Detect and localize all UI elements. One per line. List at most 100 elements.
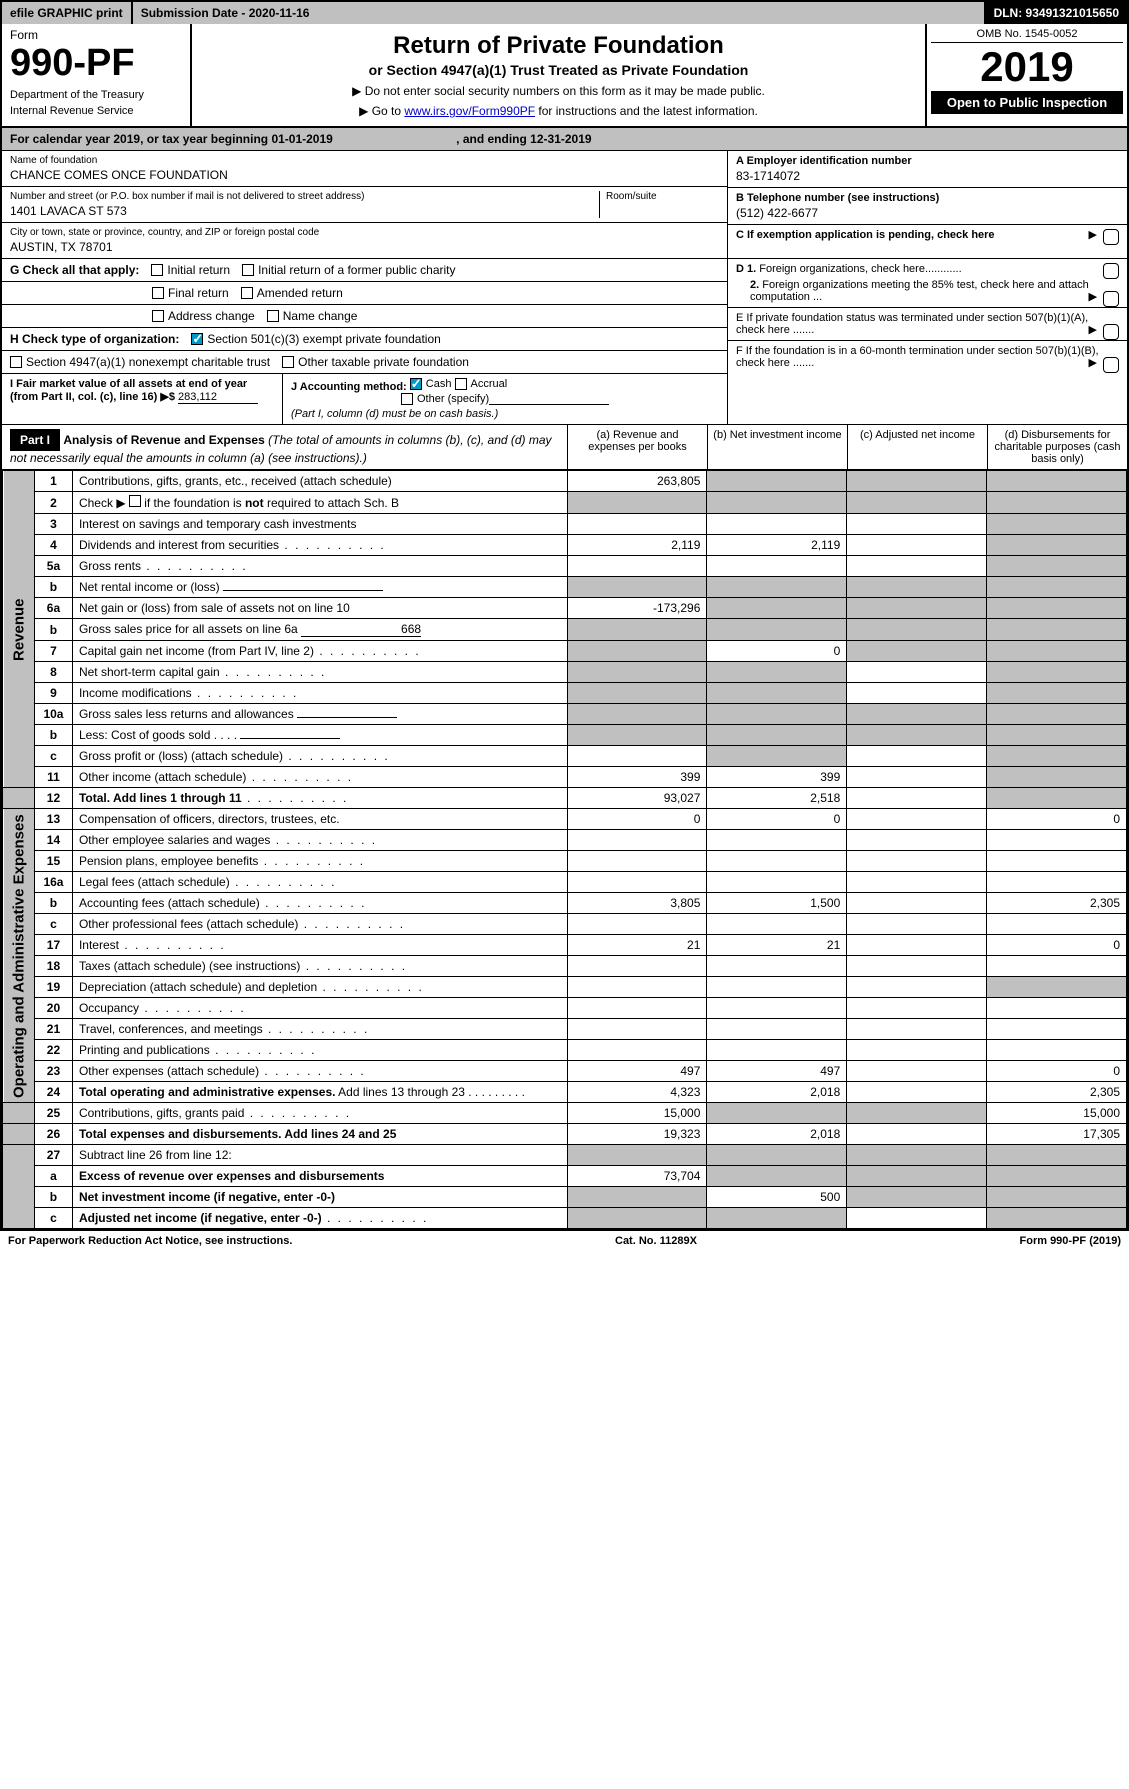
table-row: 21Travel, conferences, and meetings <box>3 1019 1127 1040</box>
open-public-label: Open to Public Inspection <box>931 91 1123 114</box>
table-row: 14Other employee salaries and wages <box>3 830 1127 851</box>
other-spec-line <box>489 404 609 405</box>
table-row: 27Subtract line 26 from line 12: <box>3 1145 1127 1166</box>
top-bar: efile GRAPHIC print Submission Date - 20… <box>2 2 1127 24</box>
j-box: J Accounting method: Cash Accrual Other … <box>282 374 727 424</box>
g-check-row-2: Final return Amended return <box>2 282 727 305</box>
d-section: D 1. D 1. Foreign organizations, check h… <box>728 259 1127 308</box>
calendar-year-row: For calendar year 2019, or tax year begi… <box>2 128 1127 151</box>
phone-row: B Telephone number (see instructions) (5… <box>728 188 1127 225</box>
table-row: cAdjusted net income (if negative, enter… <box>3 1208 1127 1229</box>
i-box: I Fair market value of all assets at end… <box>2 374 282 424</box>
c-label: C If exemption application is pending, c… <box>736 229 995 241</box>
omb-number: OMB No. 1545-0052 <box>931 28 1123 43</box>
f-section: F If the foundation is in a 60-month ter… <box>728 341 1127 373</box>
part1-header-row: Part I Analysis of Revenue and Expenses … <box>2 425 1127 470</box>
j-label: J Accounting method: <box>291 381 407 393</box>
form-subtitle: or Section 4947(a)(1) Trust Treated as P… <box>200 62 917 78</box>
entity-info-grid: Name of foundation CHANCE COMES ONCE FOU… <box>2 151 1127 259</box>
checkbox-f[interactable] <box>1103 357 1119 373</box>
foundation-name: CHANCE COMES ONCE FOUNDATION <box>10 168 719 182</box>
expenses-side-label: Operating and Administrative Expenses <box>3 809 35 1103</box>
table-row: 18Taxes (attach schedule) (see instructi… <box>3 956 1127 977</box>
cal-year-end: , and ending 12-31-2019 <box>456 132 591 146</box>
table-row: 22Printing and publications <box>3 1040 1127 1061</box>
dept-text: Department of the Treasury <box>10 89 182 101</box>
room-label: Room/suite <box>606 191 719 202</box>
chk-501c3[interactable]: Section 501(c)(3) exempt private foundat… <box>191 332 440 346</box>
checkbox-c[interactable] <box>1103 229 1119 245</box>
part1-title: Analysis of Revenue and Expenses <box>63 433 264 447</box>
table-row: bNet rental income or (loss) <box>3 577 1127 598</box>
revenue-expense-table: Revenue 1Contributions, gifts, grants, e… <box>2 470 1127 1229</box>
year-box: OMB No. 1545-0052 2019 Open to Public In… <box>927 24 1127 126</box>
table-row: 4Dividends and interest from securities2… <box>3 535 1127 556</box>
chk-addr-change[interactable]: Address change <box>152 309 255 323</box>
dln-number: DLN: 93491321015650 <box>986 2 1127 24</box>
footer-row: For Paperwork Reduction Act Notice, see … <box>0 1231 1129 1251</box>
chk-initial[interactable]: Initial return <box>151 263 230 277</box>
irs-text: Internal Revenue Service <box>10 105 182 117</box>
revenue-side-label: Revenue <box>3 471 35 788</box>
table-row: 10aGross sales less returns and allowanc… <box>3 704 1127 725</box>
form-title: Return of Private Foundation <box>200 32 917 60</box>
table-row: 16aLegal fees (attach schedule) <box>3 872 1127 893</box>
table-row: 3Interest on savings and temporary cash … <box>3 514 1127 535</box>
table-row: 7Capital gain net income (from Part IV, … <box>3 641 1127 662</box>
form-number: 990-PF <box>10 42 182 85</box>
checkbox-d1[interactable] <box>1103 263 1119 279</box>
chk-accrual[interactable]: Accrual <box>455 378 508 390</box>
checks-section: G Check all that apply: Initial return I… <box>2 259 1127 425</box>
chk-initial-former[interactable]: Initial return of a former public charit… <box>242 263 455 277</box>
chk-amended[interactable]: Amended return <box>241 286 343 300</box>
arrow-icon: ▶ <box>1089 228 1097 241</box>
table-row: 25Contributions, gifts, grants paid15,00… <box>3 1103 1127 1124</box>
chk-cash[interactable]: Cash <box>410 378 452 390</box>
checkbox-d2[interactable] <box>1103 291 1119 307</box>
form-container: efile GRAPHIC print Submission Date - 20… <box>0 0 1129 1231</box>
table-row: 6aNet gain or (loss) from sale of assets… <box>3 598 1127 619</box>
table-row: aExcess of revenue over expenses and dis… <box>3 1166 1127 1187</box>
phone-value: (512) 422-6677 <box>736 206 1119 220</box>
form-link[interactable]: www.irs.gov/Form990PF <box>404 104 535 118</box>
instr2-post: for instructions and the latest informat… <box>535 104 758 118</box>
e-label: E If private foundation status was termi… <box>736 312 1088 336</box>
checkbox-e[interactable] <box>1103 324 1119 340</box>
chk-final[interactable]: Final return <box>152 286 229 300</box>
table-row: 20Occupancy <box>3 998 1127 1019</box>
exemption-pending-row: C If exemption application is pending, c… <box>728 225 1127 245</box>
table-row: bAccounting fees (attach schedule)3,8051… <box>3 893 1127 914</box>
title-box: Return of Private Foundation or Section … <box>192 24 927 126</box>
f-label: F If the foundation is in a 60-month ter… <box>736 345 1099 369</box>
table-row: 17Interest21210 <box>3 935 1127 956</box>
efile-label: efile GRAPHIC print <box>2 2 133 24</box>
city-label: City or town, state or province, country… <box>10 227 719 238</box>
table-row: 12Total. Add lines 1 through 1193,0272,5… <box>3 788 1127 809</box>
table-row: 2Check ▶ if the foundation is not requir… <box>3 492 1127 514</box>
chk-other-taxable[interactable]: Other taxable private foundation <box>282 355 469 369</box>
city-row: City or town, state or province, country… <box>2 223 727 258</box>
table-row: bLess: Cost of goods sold . . . . <box>3 725 1127 746</box>
paperwork-notice: For Paperwork Reduction Act Notice, see … <box>8 1235 292 1247</box>
chk-4947[interactable]: Section 4947(a)(1) nonexempt charitable … <box>10 355 270 369</box>
name-label: Name of foundation <box>10 155 719 166</box>
addr-label: Number and street (or P.O. box number if… <box>10 191 599 202</box>
checks-right: D 1. D 1. Foreign organizations, check h… <box>727 259 1127 424</box>
chk-name-change[interactable]: Name change <box>267 309 358 323</box>
table-row: bGross sales price for all assets on lin… <box>3 619 1127 641</box>
ein-row: A Employer identification number 83-1714… <box>728 151 1127 188</box>
header-row: Form 990-PF Department of the Treasury I… <box>2 24 1127 128</box>
table-row: 19Depreciation (attach schedule) and dep… <box>3 977 1127 998</box>
ein-label: A Employer identification number <box>736 155 1119 167</box>
g-label: G Check all that apply: <box>10 263 139 277</box>
table-row: 5aGross rents <box>3 556 1127 577</box>
j-note: (Part I, column (d) must be on cash basi… <box>291 408 719 420</box>
chk-other-spec[interactable]: Other (specify) <box>401 393 489 405</box>
table-row: 26Total expenses and disbursements. Add … <box>3 1124 1127 1145</box>
instruction-line-2: ▶ Go to www.irs.gov/Form990PF for instru… <box>200 104 917 118</box>
chk-sch-b[interactable] <box>129 495 141 507</box>
form-label: Form <box>10 28 182 42</box>
phone-label: B Telephone number (see instructions) <box>736 192 1119 204</box>
table-row: 15Pension plans, employee benefits <box>3 851 1127 872</box>
col-c-hdr: (c) Adjusted net income <box>847 425 987 469</box>
